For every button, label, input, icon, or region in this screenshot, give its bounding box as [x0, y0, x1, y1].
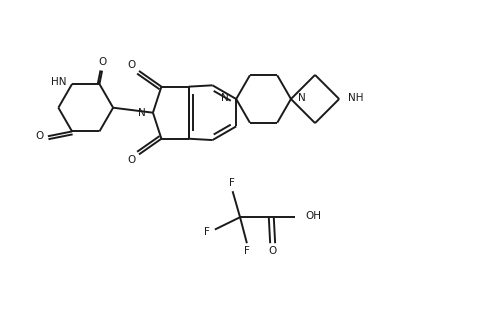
Text: F: F — [229, 178, 234, 188]
Text: O: O — [127, 60, 135, 70]
Text: OH: OH — [306, 211, 322, 221]
Text: O: O — [127, 155, 135, 165]
Text: HN: HN — [50, 77, 66, 86]
Text: O: O — [35, 131, 43, 141]
Text: NH: NH — [348, 92, 363, 103]
Text: F: F — [205, 227, 210, 237]
Text: N: N — [298, 93, 305, 103]
Text: O: O — [98, 57, 106, 67]
Text: F: F — [244, 246, 250, 256]
Text: O: O — [269, 246, 277, 256]
Text: N: N — [138, 108, 146, 118]
Text: N: N — [221, 93, 229, 103]
